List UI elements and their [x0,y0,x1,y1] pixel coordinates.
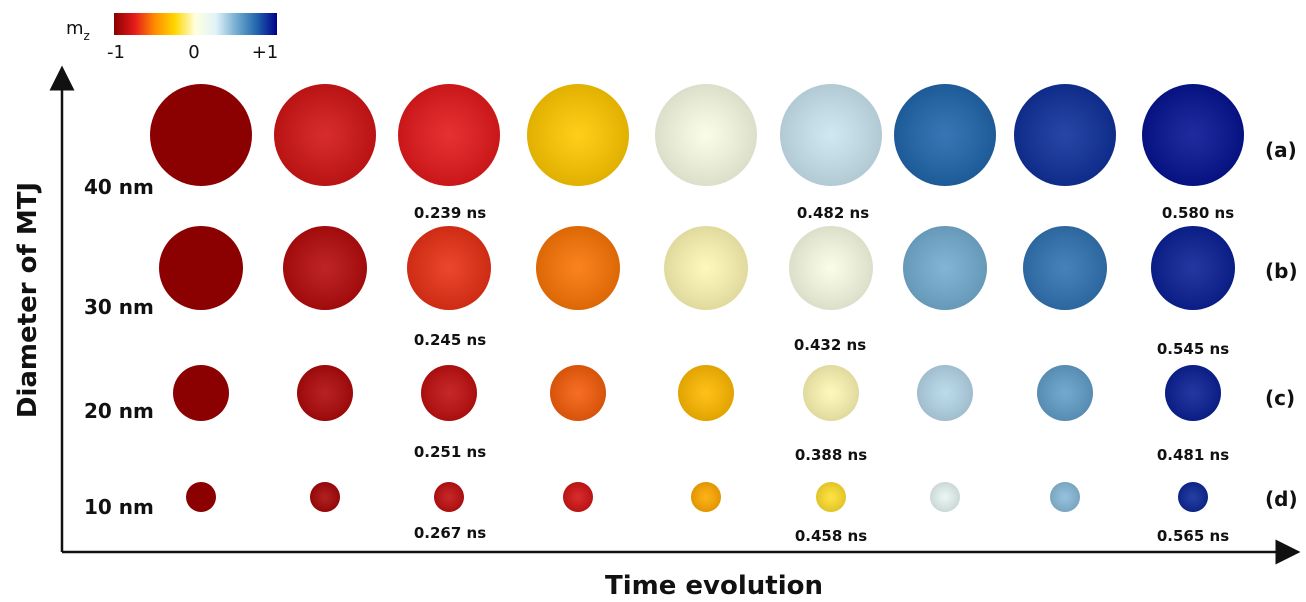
mtj-disc-texture-d-7 [930,482,960,512]
mtj-disc-texture-d-4 [563,482,593,512]
time-label-c-3: 0.481 ns [1157,446,1229,464]
time-label-a-1: 0.239 ns [414,204,486,222]
mtj-disc-texture-c-6 [803,365,859,421]
mtj-disc-texture-c-8 [1037,365,1093,421]
mtj-disc-texture-a-5 [655,84,757,186]
colorbar-bar [114,13,277,35]
mtj-disc-a-1 [150,84,252,186]
mtj-disc-texture-a-6 [780,84,882,186]
mtj-disc-texture-c-9 [1165,365,1221,421]
mtj-disc-texture-b-8 [1023,226,1107,310]
mtj-disc-texture-b-4 [536,226,620,310]
time-labels: 0.239 ns 0.482 ns 0.580 ns 0.245 ns 0.43… [414,204,1234,545]
mtj-disc-texture-c-7 [917,365,973,421]
row-label-10nm: 10 nm [84,495,154,519]
y-axis-title: Diameter of MTJ [13,182,43,418]
mtj-disc-texture-a-4 [527,84,629,186]
mtj-disc-texture-c-2 [297,365,353,421]
mtj-disc-texture-a-8 [1014,84,1116,186]
time-label-b-1: 0.245 ns [414,331,486,349]
row-label-30nm: 30 nm [84,295,154,319]
time-label-d-3: 0.565 ns [1157,527,1229,545]
panel-label-d: (d) [1265,487,1298,511]
mtj-disc-texture-b-2 [283,226,367,310]
panel-labels: (a) (b) (c) (d) [1265,138,1298,511]
mtj-disc-texture-b-9 [1151,226,1235,310]
mtj-disc-texture-d-2 [310,482,340,512]
mtj-disc-texture-d-3 [434,482,464,512]
mtj-disc-texture-c-4 [550,365,606,421]
colorbar: mz -1 0 +1 [66,13,278,63]
row-label-20nm: 20 nm [84,399,154,423]
colorbar-label-sub: z [84,29,90,43]
colorbar-tick-mid: 0 [188,42,199,63]
time-label-b-2: 0.432 ns [794,336,866,354]
colorbar-label-main: m [66,18,84,39]
time-label-b-3: 0.545 ns [1157,340,1229,358]
mtj-disc-texture-a-7 [894,84,996,186]
time-label-a-3: 0.580 ns [1162,204,1234,222]
mtj-disc-texture-d-8 [1050,482,1080,512]
panel-label-b: (b) [1265,259,1298,283]
mtj-disc-texture-d-6 [816,482,846,512]
x-axis-title: Time evolution [605,571,823,601]
colorbar-tick-max: +1 [252,42,279,63]
mtj-disc-b-1 [159,226,243,310]
mtj-disc-texture-b-3 [407,226,491,310]
time-label-d-2: 0.458 ns [795,527,867,545]
time-label-c-1: 0.251 ns [414,443,486,461]
time-label-a-2: 0.482 ns [797,204,869,222]
axes: Diameter of MTJ Time evolution [13,65,1301,601]
mtj-disc-texture-c-3 [421,365,477,421]
mtj-disc-texture-b-6 [789,226,873,310]
mtj-disc-texture-d-9 [1178,482,1208,512]
mtj-disc-texture-d-5 [691,482,721,512]
mtj-disc-grid [150,84,1244,512]
panel-label-c: (c) [1265,386,1295,410]
row-label-40nm: 40 nm [84,175,154,199]
panel-label-a: (a) [1265,138,1297,162]
colorbar-label: mz [66,18,90,43]
mtj-disc-texture-b-7 [903,226,987,310]
mtj-disc-texture-a-2 [274,84,376,186]
mtj-disc-c-1 [173,365,229,421]
mtj-disc-texture-c-5 [678,365,734,421]
time-label-c-2: 0.388 ns [795,446,867,464]
colorbar-tick-min: -1 [107,42,125,63]
mtj-disc-texture-a-9 [1142,84,1244,186]
time-label-d-1: 0.267 ns [414,524,486,542]
row-labels: 40 nm 30 nm 20 nm 10 nm [84,175,154,519]
mtj-disc-d-1 [186,482,216,512]
mtj-disc-texture-a-3 [398,84,500,186]
mtj-disc-texture-b-5 [664,226,748,310]
